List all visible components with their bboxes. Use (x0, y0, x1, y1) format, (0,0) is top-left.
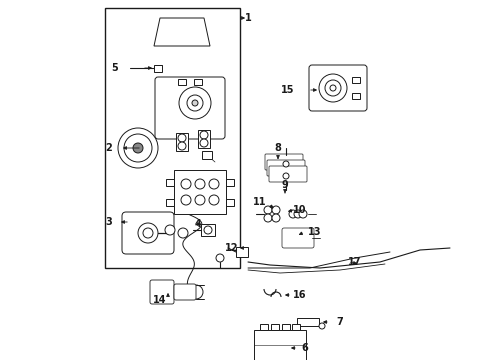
FancyBboxPatch shape (122, 212, 174, 254)
Circle shape (192, 100, 198, 106)
FancyBboxPatch shape (267, 160, 305, 176)
Circle shape (325, 80, 341, 96)
Text: 12: 12 (225, 243, 239, 253)
Text: 5: 5 (112, 63, 119, 73)
Bar (202, 151, 212, 159)
Bar (236, 247, 248, 257)
FancyBboxPatch shape (309, 65, 367, 111)
Text: 2: 2 (106, 143, 112, 153)
FancyBboxPatch shape (174, 284, 196, 300)
Bar (198, 130, 210, 148)
Text: 4: 4 (195, 219, 201, 229)
Circle shape (272, 206, 280, 214)
Circle shape (179, 87, 211, 119)
Bar (176, 133, 188, 151)
Circle shape (195, 179, 205, 189)
Circle shape (289, 210, 297, 218)
Text: 14: 14 (153, 295, 167, 305)
Circle shape (330, 85, 336, 91)
Circle shape (319, 323, 325, 329)
Circle shape (178, 142, 186, 150)
Circle shape (143, 228, 153, 238)
Circle shape (181, 195, 191, 205)
Bar (194, 79, 202, 85)
Bar (260, 324, 268, 330)
Circle shape (283, 161, 289, 167)
Circle shape (319, 74, 347, 102)
Bar (352, 93, 360, 99)
FancyBboxPatch shape (282, 228, 314, 248)
Text: 15: 15 (281, 85, 295, 95)
Circle shape (209, 179, 219, 189)
Text: 7: 7 (337, 317, 343, 327)
Text: 11: 11 (253, 197, 267, 207)
Bar (166, 198, 174, 206)
Circle shape (200, 131, 208, 139)
Circle shape (181, 179, 191, 189)
FancyBboxPatch shape (150, 280, 174, 304)
Circle shape (165, 225, 175, 235)
Polygon shape (154, 18, 210, 46)
FancyBboxPatch shape (265, 154, 303, 170)
Circle shape (178, 134, 186, 142)
Bar (282, 324, 290, 330)
Bar (297, 318, 319, 326)
Circle shape (200, 139, 208, 147)
Text: 13: 13 (308, 227, 322, 237)
Circle shape (209, 195, 219, 205)
Text: 16: 16 (293, 290, 307, 300)
Bar (226, 198, 234, 206)
Bar (105, 8, 240, 268)
Circle shape (283, 173, 289, 179)
Bar (271, 324, 279, 330)
Circle shape (204, 226, 212, 234)
Text: 17: 17 (348, 257, 362, 267)
Circle shape (264, 206, 272, 214)
Circle shape (299, 210, 307, 218)
Bar (352, 77, 360, 83)
Circle shape (187, 95, 203, 111)
Circle shape (216, 254, 224, 262)
Circle shape (178, 228, 188, 238)
Circle shape (195, 195, 205, 205)
Circle shape (133, 143, 143, 153)
Text: 3: 3 (106, 217, 112, 227)
Text: 8: 8 (274, 143, 281, 153)
Bar (178, 79, 186, 85)
Circle shape (264, 214, 272, 222)
Bar (201, 224, 215, 236)
Bar (254, 330, 306, 360)
Bar (292, 324, 300, 330)
FancyBboxPatch shape (155, 77, 225, 139)
Circle shape (294, 210, 302, 218)
Circle shape (118, 128, 158, 168)
FancyBboxPatch shape (269, 166, 307, 182)
Text: 10: 10 (293, 205, 307, 215)
Bar (174, 170, 226, 214)
Bar (166, 179, 174, 185)
Text: 1: 1 (245, 13, 251, 23)
Text: 9: 9 (282, 180, 289, 190)
Circle shape (124, 134, 152, 162)
Circle shape (272, 214, 280, 222)
Bar (226, 179, 234, 185)
Circle shape (138, 223, 158, 243)
Bar (154, 64, 162, 72)
Text: 6: 6 (302, 343, 308, 353)
